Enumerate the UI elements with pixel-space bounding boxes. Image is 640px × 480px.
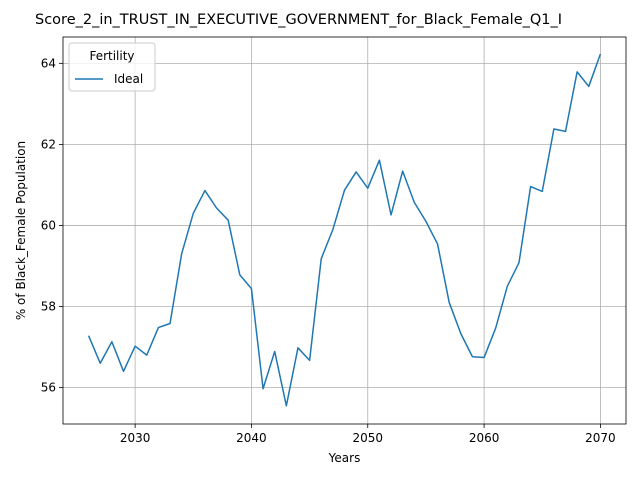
y-axis-ticks: 56 58 60 62 64 [41,56,63,395]
legend: Fertility Ideal [68,42,156,92]
y-tick-label: 62 [41,137,56,151]
x-tick-label: 2070 [585,431,616,445]
legend-entry-ideal: Ideal [114,72,143,86]
legend-title: Fertility [89,49,134,63]
y-tick-label: 60 [41,218,56,232]
grid-lines [63,37,626,424]
x-tick-label: 2030 [120,431,151,445]
x-axis-ticks: 2030 2040 2050 2060 2070 [120,424,616,445]
y-tick-label: 58 [41,299,56,313]
series-line-ideal [87,53,602,407]
x-axis-label: Years [328,451,361,465]
chart-title: Score_2_in_TRUST_IN_EXECUTIVE_GOVERNMENT… [35,12,562,28]
plot-frame [62,36,627,425]
y-tick-label: 64 [41,56,56,70]
series-layer [87,53,602,407]
y-tick-label: 56 [41,381,56,395]
x-tick-label: 2050 [352,431,383,445]
x-tick-label: 2040 [236,431,267,445]
x-tick-label: 2060 [469,431,500,445]
y-axis-label: % of Black_Female Population [14,141,28,320]
